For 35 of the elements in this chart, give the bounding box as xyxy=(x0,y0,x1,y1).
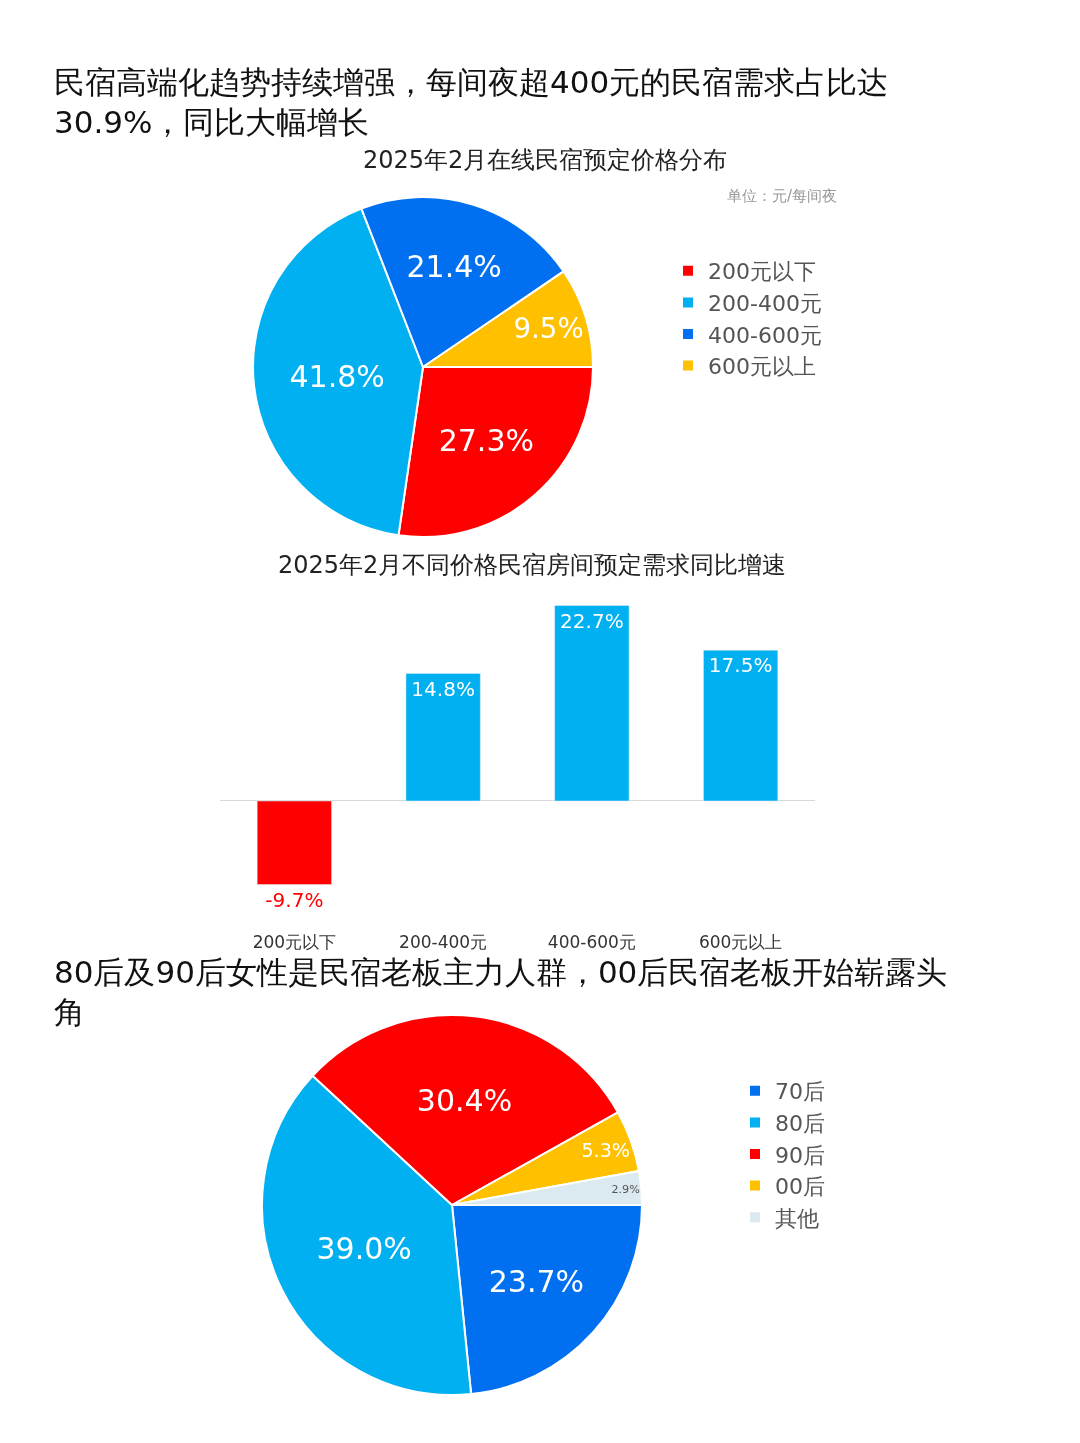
bar xyxy=(703,650,779,802)
data-label: 2.9% xyxy=(611,1183,641,1197)
chart-title: 民宿高端化趋势持续增强，每间夜超400元的民宿需求占比达30.9%，同比大幅增长 xyxy=(54,64,889,141)
bar xyxy=(554,605,630,802)
legend-label: 600元以上 xyxy=(708,354,816,380)
x-tick-label: 400-600元 xyxy=(547,932,636,952)
legend-label: 70后 xyxy=(775,1079,825,1105)
data-label: -9.7% xyxy=(265,887,324,912)
data-label: 22.7% xyxy=(560,608,624,633)
bar xyxy=(256,800,332,885)
legend-label: 80后 xyxy=(775,1110,825,1136)
legend-label: 00后 xyxy=(775,1174,825,1200)
x-tick-label: 600元以上 xyxy=(698,932,783,952)
legend-label: 400-600元 xyxy=(708,322,822,348)
data-label: 39.0% xyxy=(316,1231,412,1267)
legend-label: 200-400元 xyxy=(708,290,822,316)
data-label: 9.5% xyxy=(513,312,584,346)
data-label: 41.8% xyxy=(289,359,385,395)
chart-subtitle: 2025年2月在线民宿预定价格分布 xyxy=(363,146,728,174)
data-label: 21.4% xyxy=(406,249,502,285)
chart-title: 2025年2月不同价格民宿房间预定需求同比增速 xyxy=(278,551,787,579)
data-label: 27.3% xyxy=(438,422,534,458)
data-label: 14.8% xyxy=(411,676,475,701)
x-tick-label: 200-400元 xyxy=(399,932,488,952)
text: 单位：元/每间夜 xyxy=(727,187,838,205)
data-label: 30.4% xyxy=(416,1083,513,1119)
chart-title: 80后及90后女性是民宿老板主力人群，00后民宿老板开始崭露头角 xyxy=(54,954,948,1031)
legend-label: 90后 xyxy=(775,1142,825,1168)
data-label: 5.3% xyxy=(581,1138,630,1162)
legend-label: 200元以下 xyxy=(708,259,816,285)
x-tick-label: 200元以下 xyxy=(252,932,337,952)
data-label: 17.5% xyxy=(708,653,773,678)
data-label: 23.7% xyxy=(488,1263,585,1299)
bar xyxy=(405,673,481,802)
legend-label: 其他 xyxy=(775,1205,819,1231)
